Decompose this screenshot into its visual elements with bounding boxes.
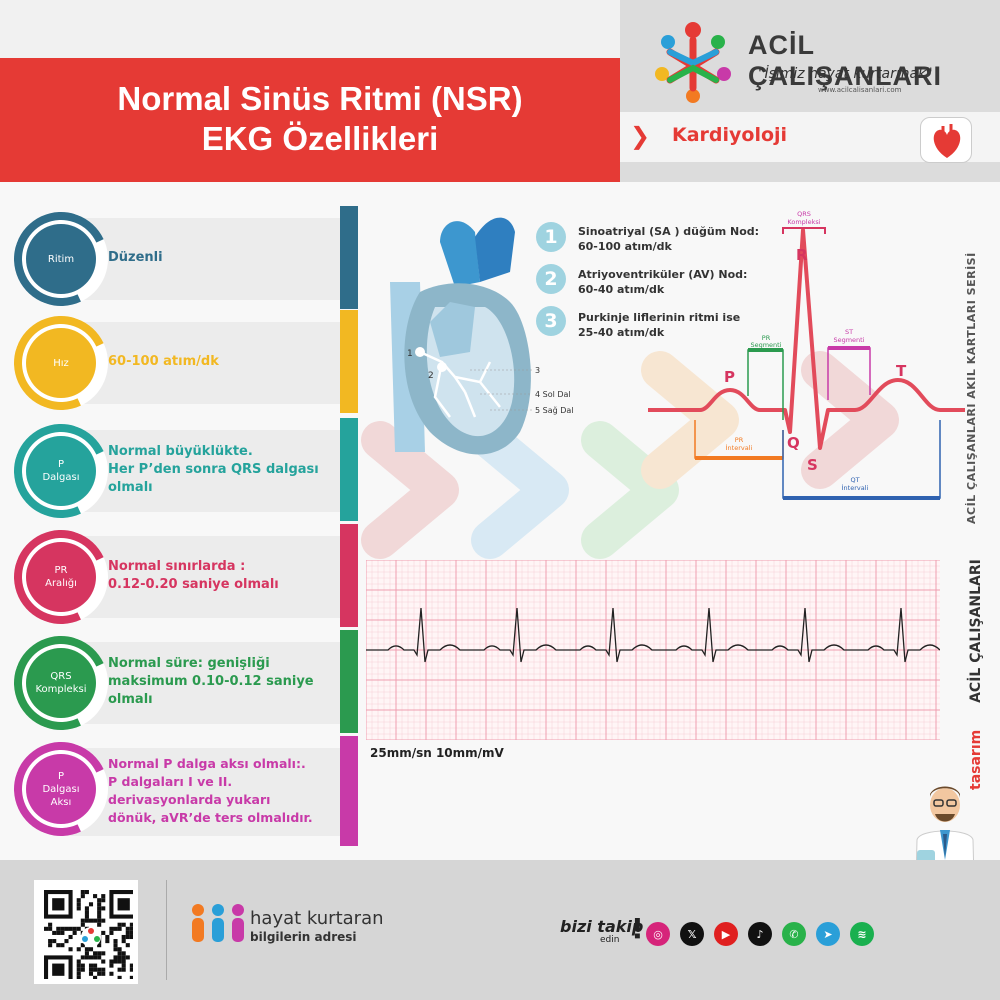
svg-text:ST: ST [845, 328, 853, 336]
heart-label-3: 3 [535, 366, 540, 375]
property-value: Normal sınırlarda : 0.12-0.20 saniye olm… [108, 558, 279, 592]
svg-text:İntervali: İntervali [726, 443, 753, 452]
property-stripe [340, 206, 358, 309]
property-stripe [340, 310, 358, 413]
x-icon[interactable]: 𝕏 [680, 922, 704, 946]
property-card [58, 642, 358, 724]
title-banner [0, 58, 630, 182]
qr-code[interactable] [34, 880, 138, 984]
tiktok-icon[interactable]: ♪ [748, 922, 772, 946]
heart-label-4: 4 Sol Dal [535, 390, 571, 399]
property-value: Normal süre: genişliği maksimum 0.10-0.1… [108, 655, 314, 707]
property-stripe [340, 630, 358, 733]
property-stripe [340, 736, 358, 846]
property-row-p-dalgasi: P Dalgası Normal büyüklükte. Her P’den s… [0, 410, 360, 532]
property-card [58, 430, 358, 512]
category-label: Kardiyoloji [672, 124, 788, 146]
qrs-label-line2: Kompleksi [787, 218, 820, 226]
property-label: Hız [26, 328, 96, 398]
svg-text:PR: PR [762, 334, 771, 342]
design-credit: tasarım ACİL ÇALIŞANLARI [968, 559, 984, 790]
footer-tagline: hayat kurtaran [250, 908, 384, 929]
heart-label-5: 5 Sağ Dal [535, 406, 574, 415]
footer-tagline-sub: bilgilerin adresi [250, 930, 357, 944]
heart-badge [920, 117, 972, 163]
qrs-label-line1: QRS [797, 210, 811, 218]
spotify-icon[interactable]: ≋ [850, 922, 874, 946]
heart-label-2: 2 [428, 371, 434, 381]
property-row-hiz: Hız 60-100 atım/dk [0, 302, 360, 424]
heart-icon [933, 124, 961, 158]
header-background [0, 0, 620, 58]
property-row-p-dalgasi-aksi: P Dalgası Aksı Normal P dalga aksı olmal… [0, 728, 360, 850]
chevron-right-icon: ❯ [630, 122, 651, 150]
brand-name: ACİL ÇALIŞANLARI [748, 30, 942, 91]
property-label: QRS Kompleksi [26, 648, 96, 718]
property-stripe [340, 418, 358, 521]
property-value: Normal büyüklükte. Her P’den sonra QRS d… [108, 443, 319, 495]
node-number-1: 1 [536, 222, 566, 252]
brand-slogan: "İşimiz hayat kurtarmak" [758, 66, 933, 82]
wave-label-q: Q [787, 434, 800, 452]
wave-label-p: P [724, 368, 735, 386]
wave-label-s: S [807, 456, 818, 474]
property-card [58, 748, 358, 836]
property-row-pr-araligi: PR Aralığı Normal sınırlarda : 0.12-0.20… [0, 516, 360, 638]
svg-text:Segmenti: Segmenti [833, 336, 864, 344]
follow-label: bizi takip [560, 917, 644, 936]
node-text-purkinje: Purkinje liflerinin ritmi ise 25-40 atım… [578, 311, 741, 339]
youtube-icon[interactable]: ▶ [714, 922, 738, 946]
property-card [58, 536, 358, 618]
ekg-rhythm-strip [366, 560, 940, 740]
footer-divider [166, 880, 167, 980]
design-brand: ACİL ÇALIŞANLARI [968, 559, 984, 703]
background-chevrons [361, 351, 899, 559]
ecg-wave-diagram: QRS Kompleksi PR Segmenti ST Segmenti PR… [648, 210, 965, 500]
wave-label-t: T [896, 362, 907, 380]
people-logo-icon [192, 904, 244, 942]
property-stripe [340, 524, 358, 627]
brand-url: www.acilcalisanlari.com [818, 86, 902, 94]
heart-label-1: 1 [407, 349, 413, 359]
heart-conduction-illustration: 1 2 3 4 Sol Dal 5 Sağ Dal [390, 217, 574, 455]
svg-text:QT: QT [850, 476, 859, 484]
property-value: Düzenli [108, 249, 163, 265]
node-text-sa: Sinoatriyal (SA ) düğüm Nod: 60-100 atım… [578, 225, 760, 253]
property-label: Ritim [26, 224, 96, 294]
brand-logo [655, 22, 731, 103]
telegram-icon[interactable]: ➤ [816, 922, 840, 946]
follow-sub-label: edin [600, 935, 620, 945]
node-number-3: 3 [536, 306, 566, 336]
property-row-ritim: Ritim Düzenli [0, 198, 360, 320]
property-label: P Dalgası [26, 436, 96, 506]
wave-label-r: R [796, 246, 808, 264]
svg-text:İntervali: İntervali [842, 483, 869, 492]
property-card [58, 218, 358, 300]
page-title: Normal Sinüs Ritmi (NSR) [117, 80, 523, 117]
instagram-icon[interactable]: ◎ [646, 922, 670, 946]
node-number-2: 2 [536, 264, 566, 294]
ekg-scale-label: 25mm/sn 10mm/mV [370, 746, 504, 760]
exclamation-icon: ! [631, 912, 644, 945]
series-label: ACİL ÇALIŞANLARI AKIL KARTLARI SERİSİ [965, 252, 978, 524]
svg-text:PR: PR [735, 436, 744, 444]
property-card [58, 322, 358, 404]
node-text-av: Atriyoventriküler (AV) Nod: 60-40 atım/d… [578, 268, 748, 296]
property-value: 60-100 atım/dk [108, 353, 219, 369]
property-value: Normal P dalga aksı olmalı:. P dalgaları… [108, 756, 313, 825]
whatsapp-icon[interactable]: ✆ [782, 922, 806, 946]
property-row-qrs-kompleksi: QRS Kompleksi Normal süre: genişliği mak… [0, 622, 360, 744]
svg-text:Segmenti: Segmenti [750, 341, 781, 349]
page-subtitle: EKG Özellikleri [201, 120, 439, 157]
property-label: PR Aralığı [26, 542, 96, 612]
property-label: P Dalgası Aksı [26, 754, 96, 824]
